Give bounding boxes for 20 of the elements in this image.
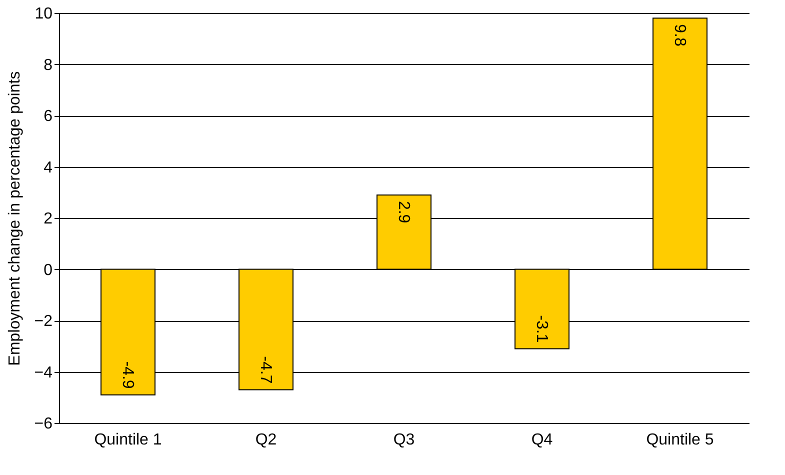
- y-tick-label: −4: [34, 364, 53, 382]
- y-tick-label: 10: [34, 6, 53, 22]
- data-label: -4.7: [257, 356, 274, 384]
- y-tick-label: −2: [34, 313, 53, 330]
- data-label: -3.1: [533, 315, 550, 343]
- x-tick-label: Q4: [531, 432, 553, 448]
- x-tick-label: Q3: [393, 432, 415, 448]
- y-tick-label: 0: [44, 262, 53, 279]
- y-tick-label: 6: [44, 108, 53, 125]
- data-label: 2.9: [395, 200, 412, 224]
- x-tick-label: Quintile 5: [646, 432, 714, 448]
- y-axis-title: Employment change in percentage points: [6, 71, 24, 366]
- y-tick-label: −6: [34, 416, 53, 432]
- y-tick-label: 8: [44, 56, 53, 74]
- data-label: 9.8: [671, 24, 688, 46]
- data-label: -4.9: [119, 361, 136, 389]
- x-tick-label: Quintile 1: [94, 432, 162, 448]
- y-tick-label: 4: [44, 159, 53, 176]
- x-tick-label: Q2: [255, 432, 277, 448]
- y-tick-label: 2: [44, 210, 53, 228]
